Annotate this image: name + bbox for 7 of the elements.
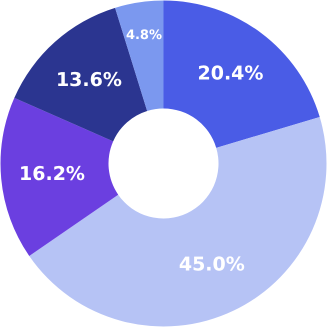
data-label: 16.2% bbox=[19, 163, 85, 186]
data-label: 45.0% bbox=[178, 254, 245, 276]
data-label: 4.8% bbox=[126, 28, 162, 43]
data-label: 20.4% bbox=[198, 62, 264, 85]
data-label: 13.6% bbox=[56, 68, 122, 91]
donut-slice bbox=[164, 0, 320, 148]
donut-slice bbox=[0, 98, 118, 256]
